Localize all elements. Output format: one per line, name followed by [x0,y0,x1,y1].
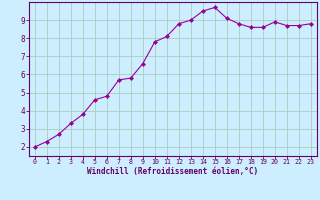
X-axis label: Windchill (Refroidissement éolien,°C): Windchill (Refroidissement éolien,°C) [87,167,258,176]
